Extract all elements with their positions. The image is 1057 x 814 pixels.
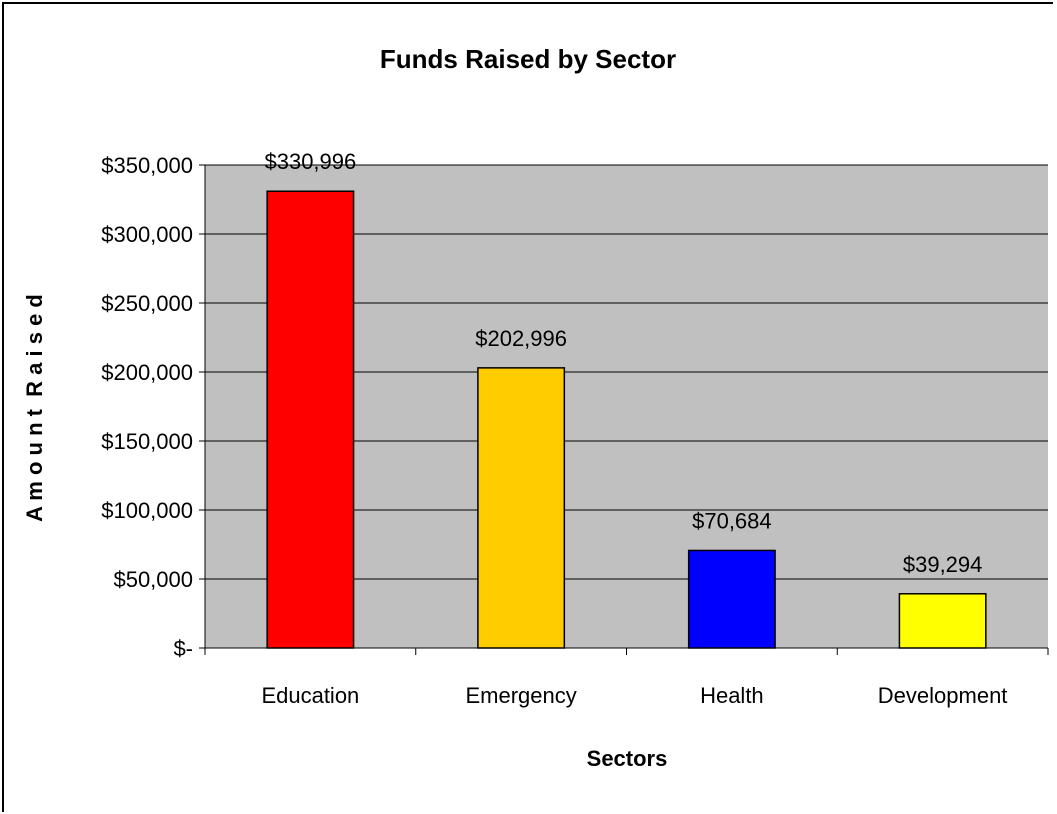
y-axis-title: A m o u n t R a i s e d	[22, 294, 47, 522]
y-tick-label: $50,000	[113, 567, 193, 592]
y-tick-label: $300,000	[101, 222, 193, 247]
chart-title: Funds Raised by Sector	[380, 44, 676, 74]
x-axis-title: Sectors	[587, 746, 668, 771]
x-axis: Education Emergency Health Development	[204, 647, 1049, 708]
bar-health	[687, 549, 776, 649]
y-tick-label: $250,000	[101, 291, 193, 316]
data-label: $39,294	[903, 552, 983, 577]
y-tick-label: $100,000	[101, 498, 193, 523]
y-tick-label: $150,000	[101, 429, 193, 454]
y-tick-label: $-	[173, 636, 193, 661]
x-tick-label: Emergency	[465, 683, 576, 708]
bar-emergency	[477, 367, 566, 649]
y-tick-label: $350,000	[101, 153, 193, 178]
y-tick-label: $200,000	[101, 360, 193, 385]
x-tick-label: Development	[878, 683, 1008, 708]
bar-development	[898, 593, 987, 649]
y-axis: $- $50,000 $100,000 $150,000 $200,000 $250,00…	[101, 153, 206, 661]
data-label: $330,996	[264, 149, 356, 174]
data-label: $70,684	[692, 508, 772, 533]
bars	[266, 190, 987, 649]
bar-education	[266, 190, 355, 649]
data-labels: $330,996 $202,996 $70,684 $39,294	[264, 149, 982, 577]
data-label: $202,996	[475, 326, 567, 351]
x-tick-label: Education	[261, 683, 359, 708]
x-tick-label: Health	[700, 683, 764, 708]
